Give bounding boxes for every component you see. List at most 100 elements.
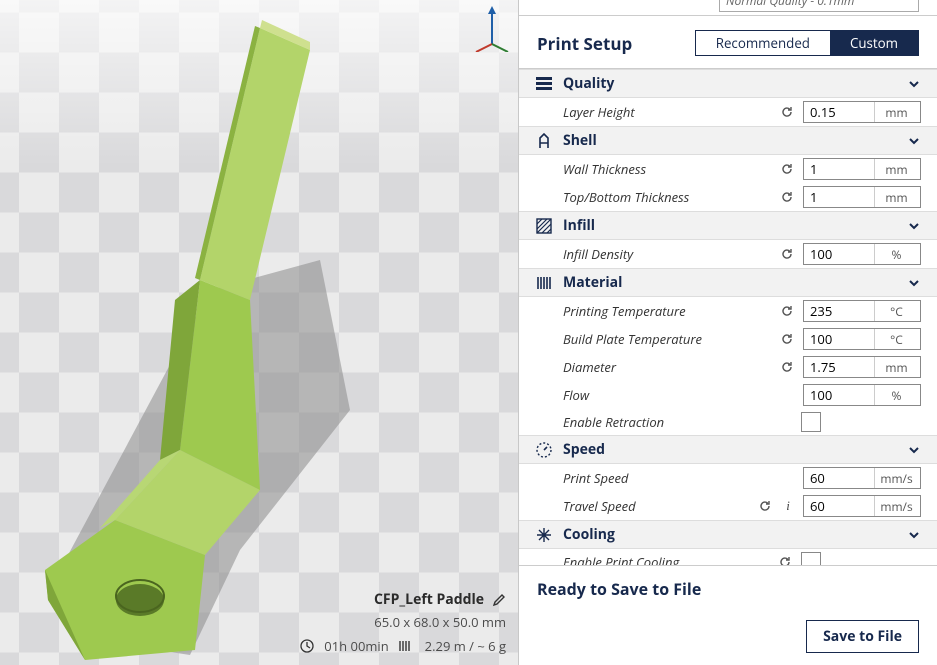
print-setup-title: Print Setup [537,32,632,55]
reset-icon[interactable] [779,331,795,347]
chevron-down-icon [907,219,921,233]
row-retraction: Enable Retraction [519,409,937,435]
unit: mm/s [874,468,918,488]
filament-usage: 2.29 m / ~ 6 g [425,637,506,655]
section-label: Speed [563,440,605,459]
profile-select[interactable]: Normal Quality - 0.1mm [719,0,919,12]
unit: mm/s [874,496,918,516]
info-icon[interactable]: i [781,498,795,514]
infill-density-field: % [803,243,921,265]
layer-height-input[interactable] [804,102,874,122]
reset-icon[interactable] [779,303,795,319]
label: Travel Speed [563,497,749,515]
reset-icon[interactable] [757,498,773,514]
print-temp-input[interactable] [804,301,874,321]
label: Build Plate Temperature [563,330,771,348]
row-bed-temp: Build Plate Temperature °C [519,325,937,353]
label: Print Speed [563,469,771,487]
flow-input[interactable] [804,385,874,405]
speed-icon [535,442,553,458]
section-infill[interactable]: Infill [519,211,937,240]
reset-icon[interactable] [777,554,793,565]
label: Enable Print Cooling [563,553,769,565]
chevron-down-icon [907,528,921,542]
row-enable-cooling: Enable Print Cooling [519,549,937,565]
unit: mm [874,187,918,207]
reset-icon[interactable] [779,104,795,120]
row-print-speed: Print Speed mm/s [519,464,937,492]
custom-tab[interactable]: Custom [830,31,918,55]
topbottom-input[interactable] [804,187,874,207]
chevron-down-icon [907,276,921,290]
cooling-checkbox[interactable] [801,552,821,565]
viewport-3d[interactable]: CFP_Left Paddle 65.0 x 68.0 x 50.0 mm 01… [0,0,518,665]
label: Top/Bottom Thickness [563,188,771,206]
shell-icon [535,133,553,149]
edit-name-icon[interactable] [492,593,506,607]
settings-scroll[interactable]: Quality Layer Height mm Shell Wall Thick… [519,68,937,565]
row-layer-height: Layer Height mm [519,98,937,126]
recommended-tab[interactable]: Recommended [696,31,830,55]
label: Diameter [563,358,771,376]
section-cooling[interactable]: Cooling [519,520,937,549]
travel-speed-field: mm/s [803,495,921,517]
section-label: Material [563,273,622,292]
row-wall-thickness: Wall Thickness mm [519,155,937,183]
row-diameter: Diameter mm [519,353,937,381]
print-time: 01h 00min [324,637,388,655]
setup-mode-toggle: Recommended Custom [695,30,919,56]
reset-icon[interactable] [779,246,795,262]
retraction-checkbox[interactable] [801,412,821,432]
quality-icon [535,77,553,91]
row-topbottom: Top/Bottom Thickness mm [519,183,937,211]
bed-temp-input[interactable] [804,329,874,349]
reset-icon[interactable] [779,189,795,205]
unit: °C [874,301,918,321]
row-flow: Flow % [519,381,937,409]
print-speed-field: mm/s [803,467,921,489]
reset-icon[interactable] [779,359,795,375]
section-material[interactable]: Material [519,268,937,297]
diameter-field: mm [803,356,921,378]
ready-label: Ready to Save to File [537,578,919,600]
section-speed[interactable]: Speed [519,435,937,464]
model-render [0,0,518,665]
wall-thickness-input[interactable] [804,159,874,179]
unit: mm [874,159,918,179]
label: Layer Height [563,103,771,121]
clock-icon [300,639,314,653]
save-to-file-button[interactable]: Save to File [806,620,919,653]
settings-panel: Normal Quality - 0.1mm Print Setup Recom… [518,0,937,665]
profile-label: Normal Quality - 0.1mm [726,0,854,9]
section-shell[interactable]: Shell [519,126,937,155]
axis-gizmo [474,6,510,52]
unit: mm [874,357,918,377]
bed-temp-field: °C [803,328,921,350]
material-icon [535,276,553,290]
model-name: CFP_Left Paddle [374,590,484,609]
infill-density-input[interactable] [804,244,874,264]
model-dimensions: 65.0 x 68.0 x 50.0 mm [300,613,506,631]
row-infill-density: Infill Density % [519,240,937,268]
section-label: Cooling [563,525,615,544]
label: Printing Temperature [563,302,771,320]
section-label: Infill [563,216,595,235]
chevron-down-icon [907,77,921,91]
chevron-down-icon [907,443,921,457]
unit: % [874,244,918,264]
topbottom-field: mm [803,186,921,208]
section-label: Shell [563,131,597,150]
reset-icon[interactable] [779,161,795,177]
label: Wall Thickness [563,160,771,178]
footer: Ready to Save to File Save to File [519,565,937,665]
infill-icon [535,218,553,234]
flow-field: % [803,384,921,406]
unit: mm [874,102,918,122]
wall-thickness-field: mm [803,158,921,180]
unit: °C [874,329,918,349]
travel-speed-input[interactable] [804,496,874,516]
section-quality[interactable]: Quality [519,69,937,98]
section-label: Quality [563,74,614,93]
print-speed-input[interactable] [804,468,874,488]
diameter-input[interactable] [804,357,874,377]
